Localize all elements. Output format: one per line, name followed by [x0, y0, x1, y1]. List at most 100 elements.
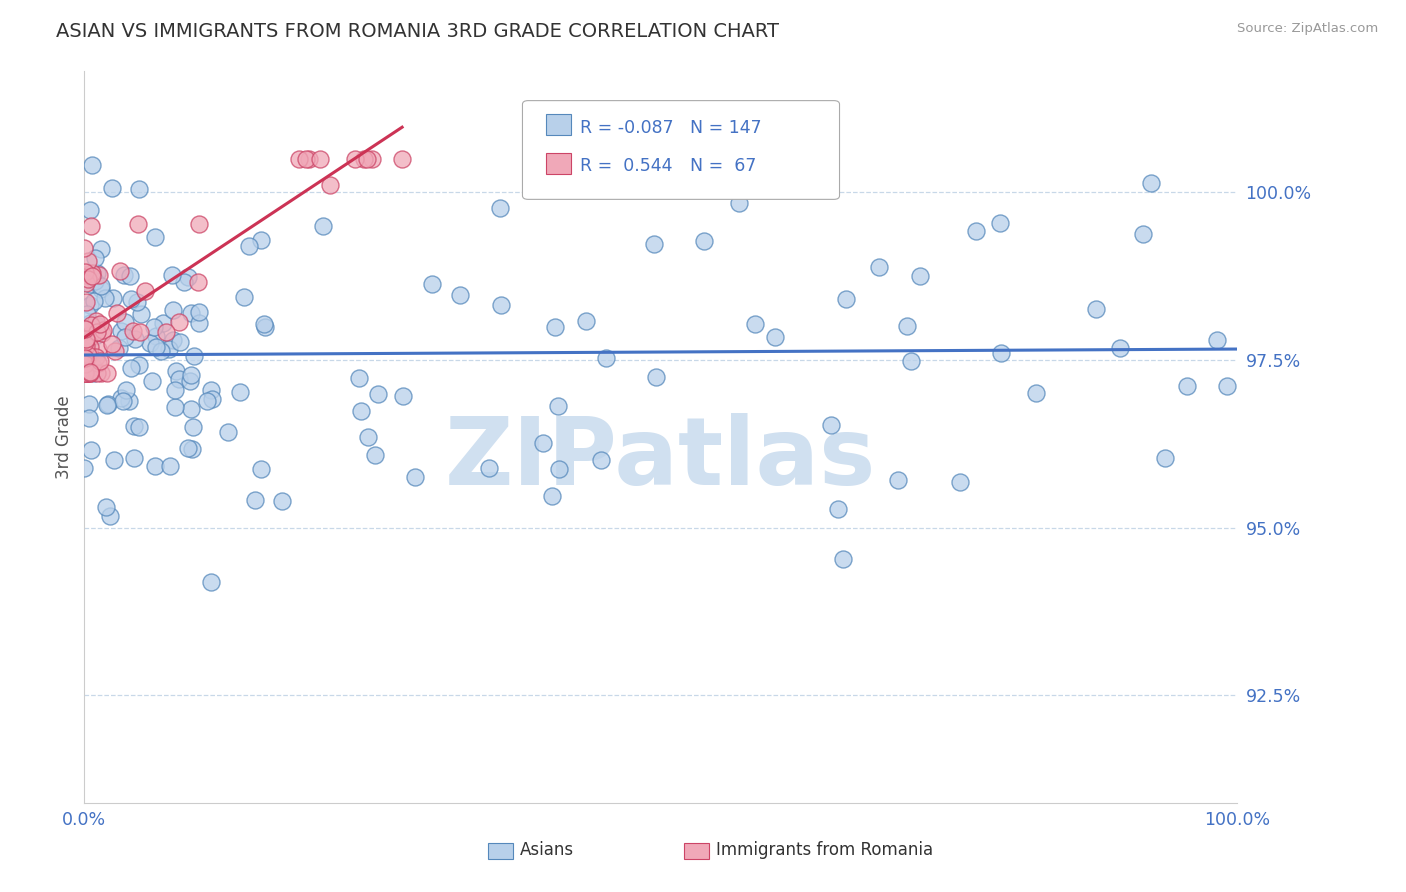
Point: [163, 383, 186, 397]
Point: [250, 233, 273, 247]
Point: [112, 268, 135, 282]
Point: [1216, 379, 1239, 393]
Point: [86, 266, 108, 280]
Point: [420, 277, 443, 291]
Point: [1205, 333, 1227, 347]
Point: [80, 266, 103, 280]
Point: [1154, 451, 1177, 466]
Point: [1085, 301, 1108, 316]
Point: [90, 242, 112, 256]
Point: [343, 152, 366, 166]
Point: [233, 290, 256, 304]
Point: [127, 217, 149, 231]
Point: [392, 389, 415, 403]
Point: [83, 329, 105, 343]
Point: [541, 489, 564, 503]
Point: [114, 329, 136, 343]
Point: [76, 367, 98, 381]
Point: [896, 318, 918, 333]
Point: [180, 305, 202, 319]
Point: [155, 325, 177, 339]
Point: [139, 336, 162, 351]
Point: [820, 417, 842, 432]
Point: [73, 265, 96, 279]
Point: [73, 351, 96, 365]
Point: [145, 340, 167, 354]
Point: [763, 330, 786, 344]
Point: [129, 325, 152, 339]
Point: [86, 325, 108, 339]
Point: [200, 575, 222, 590]
Point: [162, 302, 184, 317]
Point: [391, 152, 413, 166]
Point: [595, 351, 617, 366]
Point: [112, 393, 135, 408]
Point: [73, 357, 96, 371]
Y-axis label: 3rd Grade: 3rd Grade: [55, 395, 73, 479]
Point: [1109, 341, 1132, 355]
Point: [868, 260, 890, 274]
Point: [82, 269, 104, 284]
Point: [693, 235, 716, 249]
Point: [83, 294, 105, 309]
Point: [183, 349, 205, 363]
Point: [108, 264, 131, 278]
Point: [353, 152, 375, 166]
Point: [90, 326, 112, 340]
Point: [150, 343, 173, 358]
Point: [96, 398, 118, 412]
Point: [128, 419, 150, 434]
FancyBboxPatch shape: [546, 153, 571, 174]
Point: [312, 219, 335, 233]
Text: R =  0.544: R = 0.544: [581, 158, 672, 176]
Point: [728, 196, 751, 211]
Point: [73, 367, 96, 381]
Point: [94, 291, 117, 305]
Point: [115, 384, 138, 398]
Point: [271, 494, 294, 508]
Point: [1175, 378, 1198, 392]
Text: N = 147: N = 147: [690, 119, 761, 136]
Point: [104, 344, 127, 359]
Point: [157, 343, 180, 357]
Text: Asians: Asians: [520, 841, 574, 859]
Point: [86, 314, 108, 328]
Point: [347, 370, 370, 384]
Point: [75, 335, 97, 350]
Point: [360, 152, 382, 166]
Point: [90, 367, 112, 381]
Point: [152, 316, 174, 330]
Point: [73, 461, 96, 475]
Point: [73, 367, 96, 381]
Point: [125, 294, 148, 309]
Point: [948, 475, 970, 489]
Point: [98, 508, 121, 523]
FancyBboxPatch shape: [683, 843, 709, 859]
Point: [75, 294, 97, 309]
Point: [76, 268, 98, 282]
Point: [187, 305, 209, 319]
Point: [79, 298, 101, 312]
Point: [229, 385, 252, 400]
Point: [77, 411, 100, 425]
FancyBboxPatch shape: [523, 101, 839, 200]
Point: [84, 251, 107, 265]
Point: [404, 470, 426, 484]
Text: ASIAN VS IMMIGRANTS FROM ROMANIA 3RD GRADE CORRELATION CHART: ASIAN VS IMMIGRANTS FROM ROMANIA 3RD GRA…: [56, 22, 779, 41]
Point: [75, 339, 97, 353]
Point: [86, 351, 108, 365]
Point: [94, 500, 117, 514]
Text: Immigrants from Romania: Immigrants from Romania: [716, 841, 934, 859]
Point: [79, 367, 101, 381]
Point: [79, 277, 101, 291]
Point: [103, 452, 125, 467]
Point: [357, 429, 380, 443]
Point: [120, 269, 142, 284]
Point: [128, 358, 150, 372]
Point: [77, 331, 100, 345]
Point: [1132, 227, 1154, 242]
Point: [107, 341, 129, 355]
Point: [79, 318, 101, 332]
Point: [143, 230, 166, 244]
Point: [145, 328, 167, 343]
